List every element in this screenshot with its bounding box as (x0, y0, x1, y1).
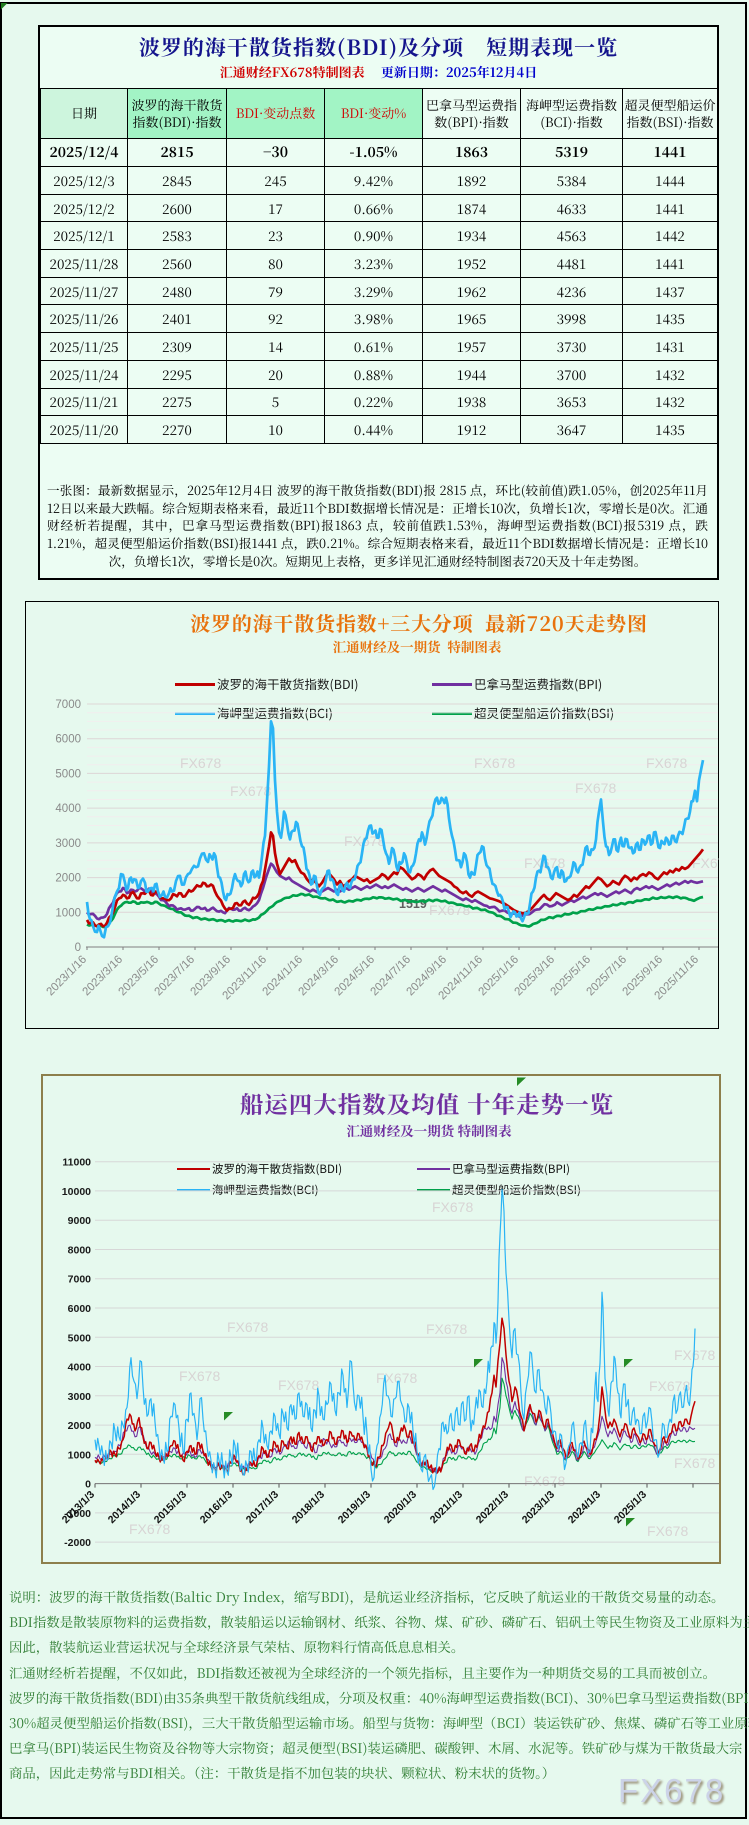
svg-text:FX678: FX678 (179, 1368, 220, 1384)
svg-text:FX678: FX678 (227, 1319, 268, 1335)
svg-text:0: 0 (85, 1479, 91, 1491)
svg-text:FX678: FX678 (692, 855, 719, 871)
svg-text:2020/1/3: 2020/1/3 (382, 1489, 419, 1526)
svg-text:-1000: -1000 (64, 1508, 91, 1520)
svg-text:FX678: FX678 (474, 755, 515, 771)
svg-text:FX678: FX678 (524, 1473, 565, 1489)
svg-text:FX678: FX678 (429, 902, 470, 918)
svg-text:7000: 7000 (55, 699, 81, 711)
svg-text:5000: 5000 (68, 1332, 92, 1344)
svg-text:6000: 6000 (68, 1303, 92, 1315)
svg-text:FX678: FX678 (432, 1199, 473, 1215)
svg-text:2019/1/3: 2019/1/3 (336, 1489, 373, 1526)
svg-text:2000: 2000 (55, 873, 81, 885)
svg-text:4000: 4000 (68, 1362, 92, 1374)
svg-text:1000: 1000 (68, 1449, 92, 1461)
svg-text:1000: 1000 (55, 907, 81, 919)
svg-text:9000: 9000 (68, 1215, 92, 1227)
svg-text:FX678: FX678 (575, 780, 616, 796)
svg-text:2000: 2000 (68, 1420, 92, 1432)
svg-text:FX678: FX678 (649, 1378, 690, 1394)
svg-text:FX678: FX678 (376, 1370, 417, 1386)
svg-text:6000: 6000 (55, 734, 81, 746)
svg-text:2024/1/3: 2024/1/3 (566, 1489, 603, 1526)
svg-text:7000: 7000 (68, 1274, 92, 1286)
svg-text:-2000: -2000 (64, 1537, 91, 1549)
svg-text:2021/1/3: 2021/1/3 (428, 1489, 465, 1526)
svg-text:FX678: FX678 (674, 1347, 715, 1363)
svg-text:0: 0 (75, 942, 81, 954)
svg-text:FX678: FX678 (180, 755, 221, 771)
svg-text:3000: 3000 (55, 838, 81, 850)
svg-text:FX678: FX678 (278, 1377, 319, 1393)
svg-text:2017/1/3: 2017/1/3 (244, 1489, 281, 1526)
svg-text:4000: 4000 (55, 803, 81, 815)
svg-text:5000: 5000 (55, 768, 81, 780)
svg-text:FX678: FX678 (646, 755, 687, 771)
svg-text:11000: 11000 (62, 1157, 91, 1169)
svg-text:2023/1/3: 2023/1/3 (520, 1489, 557, 1526)
svg-text:2018/1/3: 2018/1/3 (290, 1489, 327, 1526)
svg-text:3000: 3000 (68, 1391, 92, 1403)
svg-text:2016/1/3: 2016/1/3 (198, 1489, 235, 1526)
svg-text:FX678: FX678 (647, 1523, 688, 1539)
svg-text:FX678: FX678 (129, 1521, 170, 1537)
svg-text:FX678: FX678 (674, 1455, 715, 1471)
svg-text:FX678: FX678 (230, 783, 271, 799)
svg-text:FX678: FX678 (426, 1321, 467, 1337)
svg-text:10000: 10000 (62, 1186, 91, 1198)
svg-text:2022/1/3: 2022/1/3 (474, 1489, 511, 1526)
svg-text:8000: 8000 (68, 1245, 92, 1257)
